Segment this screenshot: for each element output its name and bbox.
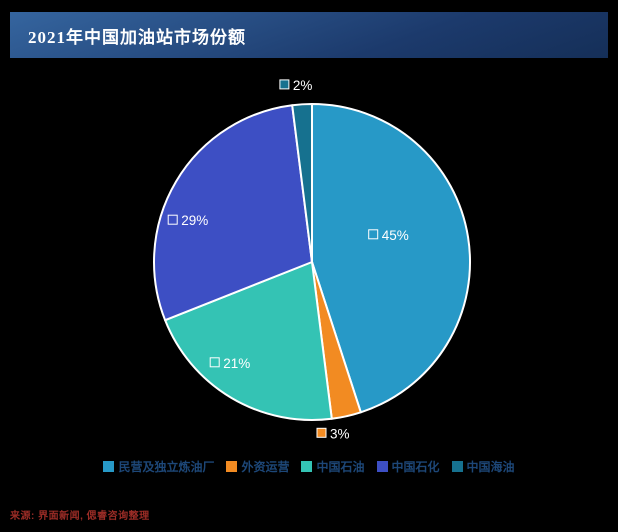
- chart-legend: 民营及独立炼油厂 外资运营 中国石油 中国石化 中国海油: [0, 458, 618, 475]
- legend-label: 中国海油: [466, 460, 515, 474]
- slice-label-4: 29%: [167, 213, 208, 228]
- pie-slice-4: [153, 104, 313, 322]
- legend-item-1: 民营及独立炼油厂: [103, 458, 214, 475]
- legend-item-5: 中国海油: [451, 458, 515, 475]
- slice-label-3: 21%: [209, 356, 250, 371]
- legend-swatch: [103, 461, 115, 472]
- legend-label: 外资运营: [241, 460, 290, 474]
- slice-label-marker: [209, 357, 220, 368]
- slice-label-text: 2%: [293, 78, 313, 93]
- slice-label-marker: [316, 427, 327, 438]
- slice-label-marker: [279, 79, 290, 90]
- slice-label-5: 2%: [279, 78, 313, 93]
- slice-label-2: 3%: [316, 426, 350, 441]
- slice-label-text: 29%: [181, 213, 208, 228]
- legend-item-2: 外资运营: [226, 458, 289, 475]
- legend-swatch: [376, 461, 388, 472]
- page-title: 2021年中国加油站市场份额: [28, 27, 246, 47]
- slice-label-marker: [368, 229, 379, 240]
- source-note: 来源: 界面新闻, 偲睿咨询整理: [10, 511, 150, 522]
- chart-title-bar: 2021年中国加油站市场份额: [10, 12, 608, 58]
- pie-chart-area: 45% 3% 21% 29% 2%: [0, 58, 618, 458]
- slice-label-1: 45%: [368, 228, 409, 243]
- legend-item-3: 中国石油: [301, 458, 365, 475]
- slice-label-text: 3%: [330, 426, 350, 441]
- slice-label-marker: [167, 214, 178, 225]
- slice-label-text: 45%: [382, 228, 409, 243]
- pie-slice-3: [164, 261, 333, 421]
- legend-label: 民营及独立炼油厂: [118, 460, 215, 474]
- legend-label: 中国石油: [316, 460, 365, 474]
- legend-swatch: [301, 461, 313, 472]
- pie-slice-5: [291, 103, 313, 263]
- legend-item-4: 中国石化: [376, 458, 440, 475]
- legend-swatch: [226, 461, 238, 472]
- legend-label: 中国石化: [391, 460, 440, 474]
- pie-slice-1: [311, 103, 472, 414]
- legend-swatch: [451, 461, 463, 472]
- pie-chart: 45% 3% 21% 29% 2%: [153, 78, 472, 441]
- slice-label-text: 21%: [223, 356, 250, 371]
